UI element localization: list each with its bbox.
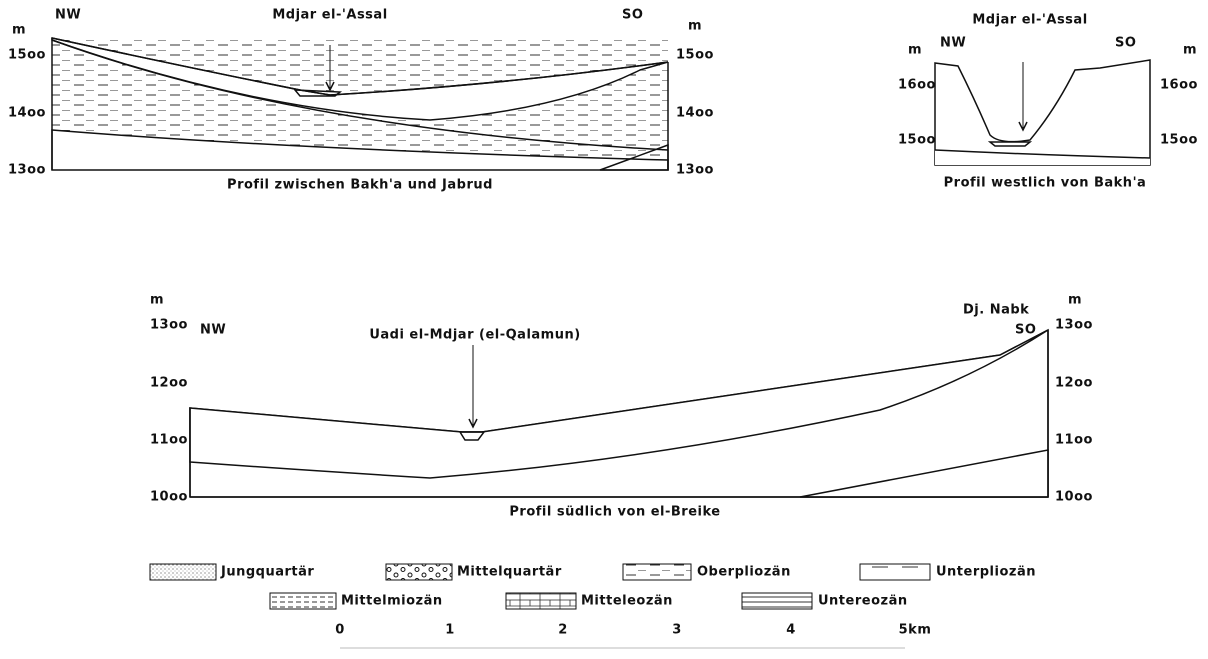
legend-label: Untereozän xyxy=(818,594,908,609)
tick-label: 15oo xyxy=(676,48,714,63)
legend-label: Mittelquartär xyxy=(457,565,562,580)
peak-label: Dj. Nabk xyxy=(963,303,1029,318)
scale-label: 3 xyxy=(672,623,682,638)
legend-swatch xyxy=(150,564,216,580)
corner-label: NW xyxy=(940,36,966,51)
place-label: Mdjar el-'Assal xyxy=(972,13,1087,28)
scale-label: 2 xyxy=(558,623,568,638)
tick-label: 11oo xyxy=(1055,433,1093,448)
place-label: Uadi el-Mdjar (el-Qalamun) xyxy=(369,328,580,343)
legend-swatch xyxy=(270,593,336,609)
legend-label: Mitteleozän xyxy=(581,594,673,609)
tick-label: 11oo xyxy=(150,433,188,448)
tick-label: 13oo xyxy=(8,163,46,178)
legend-label: Jungquartär xyxy=(220,565,314,580)
corner-label: NW xyxy=(200,323,226,338)
tick-label: 15oo xyxy=(898,133,936,148)
scale-bar: 0 1 2 3 4 5km xyxy=(335,623,931,649)
profile-3: m NW Dj. Nabk SO m Uadi el-Mdjar (el-Qal… xyxy=(150,293,1093,520)
tick-label: 14oo xyxy=(8,106,46,121)
legend-swatch xyxy=(506,593,576,609)
unit: m xyxy=(688,19,702,34)
legend: Jungquartär Mittelquartär Oberpliozän Un… xyxy=(150,564,1036,609)
tick-label: 16oo xyxy=(1160,78,1198,93)
caption: Profil westlich von Bakh'a xyxy=(944,176,1147,191)
unit: m xyxy=(1068,293,1082,308)
tick-label: 10oo xyxy=(1055,490,1093,505)
tick-label: 15oo xyxy=(8,48,46,63)
scale-label: 0 xyxy=(335,623,345,638)
tick-label: 14oo xyxy=(676,106,714,121)
legend-swatch xyxy=(742,593,812,609)
legend-swatch xyxy=(623,564,691,580)
unit: m xyxy=(150,293,164,308)
scale-label: 1 xyxy=(445,623,455,638)
tick-label: 13oo xyxy=(1055,318,1093,333)
corner-label: NW xyxy=(55,8,81,23)
legend-swatch xyxy=(860,564,930,580)
corner-label: SO xyxy=(622,8,643,23)
corner-label: SO xyxy=(1015,323,1036,338)
tick-label: 12oo xyxy=(1055,376,1093,391)
corner-label: SO xyxy=(1115,36,1136,51)
tick-label: 15oo xyxy=(1160,133,1198,148)
scale-label: 4 xyxy=(786,623,796,638)
caption: Profil südlich von el-Breike xyxy=(509,505,720,520)
legend-label: Mittelmiozän xyxy=(341,594,443,609)
profile-1: m NW SO m Mdjar el-'Assal 15oo 14oo 13oo… xyxy=(8,8,714,193)
caption: Profil zwischen Bakh'a und Jabrud xyxy=(227,178,493,193)
scale-label: 5km xyxy=(899,623,932,638)
unit: m xyxy=(12,23,26,38)
legend-swatch xyxy=(386,564,452,580)
diagram: m NW SO m Mdjar el-'Assal 15oo 14oo 13oo… xyxy=(0,0,1208,655)
tick-label: 13oo xyxy=(676,163,714,178)
tick-label: 10oo xyxy=(150,490,188,505)
place-label: Mdjar el-'Assal xyxy=(272,8,387,23)
profile-2: m NW SO m Mdjar el-'Assal 16oo 15oo 16oo… xyxy=(898,13,1198,191)
tick-label: 13oo xyxy=(150,318,188,333)
tick-label: 12oo xyxy=(150,376,188,391)
unit: m xyxy=(1183,43,1197,58)
unit: m xyxy=(908,43,922,58)
legend-label: Oberpliozän xyxy=(697,565,791,580)
tick-label: 16oo xyxy=(898,78,936,93)
legend-label: Unterpliozän xyxy=(936,565,1036,580)
